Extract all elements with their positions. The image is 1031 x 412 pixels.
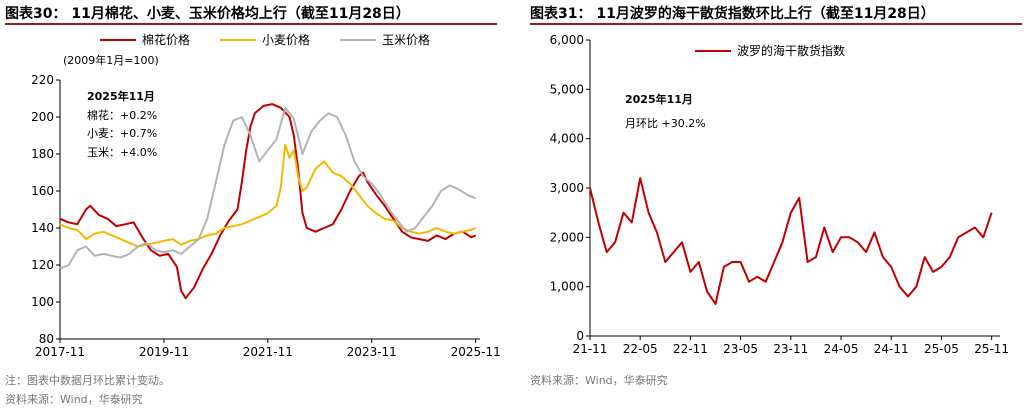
y-tick-label: 80 xyxy=(39,332,54,346)
y-tick-label: 4,000 xyxy=(550,132,584,146)
left-legend: 棉花价格 小麦价格 玉米价格 xyxy=(100,32,430,47)
y-tick-label: 6,000 xyxy=(550,33,584,47)
y-tick-label: 2,000 xyxy=(550,230,584,244)
legend-label: 波罗的海干散货指数 xyxy=(737,43,845,58)
right-chart-title: 图表31： 11月波罗的海干散货指数环比上行（截至11月28日） xyxy=(530,6,935,22)
left-axes: 80 100 120 140 160 180 200 220 2017-11 2019-11 202… xyxy=(31,73,501,359)
y-tick-label: 180 xyxy=(31,147,54,161)
right-source: 资料来源：Wind，华泰研究 xyxy=(530,374,668,387)
y-tick-label: 3,000 xyxy=(550,181,584,195)
x-tick-label: 2017-11 xyxy=(35,345,85,359)
x-tick-label: 22-11 xyxy=(673,342,708,356)
left-title-rule xyxy=(5,23,497,25)
x-tick-label: 2019-11 xyxy=(139,345,189,359)
legend-label: 玉米价格 xyxy=(382,32,430,47)
left-source: 资料来源：Wind，华泰研究 xyxy=(5,393,143,406)
y-tick-label: 220 xyxy=(31,73,54,87)
x-tick-label: 21-11 xyxy=(573,342,608,356)
legend-label: 小麦价格 xyxy=(262,32,310,47)
series-line xyxy=(59,103,477,300)
left-chart-title: 图表30： 11月棉花、小麦、玉米价格均上行（截至11月28日） xyxy=(5,6,410,22)
right-annot-title: 2025年11月 xyxy=(625,92,693,106)
y-tick-label: 200 xyxy=(31,110,54,124)
left-annot-title: 2025年11月 xyxy=(87,89,155,103)
y-tick-label: 120 xyxy=(31,258,54,272)
right-series xyxy=(589,177,993,305)
x-tick-label: 24-05 xyxy=(824,342,859,356)
left-unit-label: (2009年1月=100) xyxy=(63,53,159,67)
left-note: 注：图表中数据月环比累计变动。 xyxy=(5,374,170,387)
series-line xyxy=(59,143,477,248)
left-annot-line: 棉花：+0.2% xyxy=(87,108,157,122)
series-line xyxy=(589,177,993,305)
series-line xyxy=(59,106,477,270)
right-axes: 0 1,000 2,000 3,000 4,000 5,000 6,000 21-11 22-0… xyxy=(550,33,1009,356)
x-tick-label: 24-11 xyxy=(874,342,909,356)
y-tick-label: 5,000 xyxy=(550,82,584,96)
x-tick-label: 2023-11 xyxy=(347,345,397,359)
left-annot-line: 小麦：+0.7% xyxy=(87,127,157,140)
legend-label: 棉花价格 xyxy=(142,32,190,47)
y-tick-label: 160 xyxy=(31,184,54,198)
y-tick-label: 140 xyxy=(31,221,54,235)
x-tick-label: 2025-11 xyxy=(451,345,501,359)
left-annot-line: 玉米：+4.0% xyxy=(87,146,157,159)
right-title-rule xyxy=(530,23,1022,25)
right-legend: 波罗的海干散货指数 xyxy=(695,43,845,58)
x-tick-label: 23-05 xyxy=(723,342,758,356)
right-annot-line: 月环比 +30.2% xyxy=(625,117,706,130)
y-tick-label: 100 xyxy=(31,295,54,309)
x-tick-label: 22-05 xyxy=(623,342,658,356)
y-tick-label: 1,000 xyxy=(550,280,584,294)
y-tick-label: 0 xyxy=(576,329,584,343)
left-series xyxy=(59,103,477,300)
x-tick-label: 2021-11 xyxy=(243,345,293,359)
x-tick-label: 23-11 xyxy=(773,342,808,356)
left-chart: 80 100 120 140 160 180 200 220 2017-11 2019-11 202… xyxy=(31,32,501,359)
x-tick-label: 25-05 xyxy=(924,342,959,356)
x-tick-label: 25-11 xyxy=(974,342,1009,356)
